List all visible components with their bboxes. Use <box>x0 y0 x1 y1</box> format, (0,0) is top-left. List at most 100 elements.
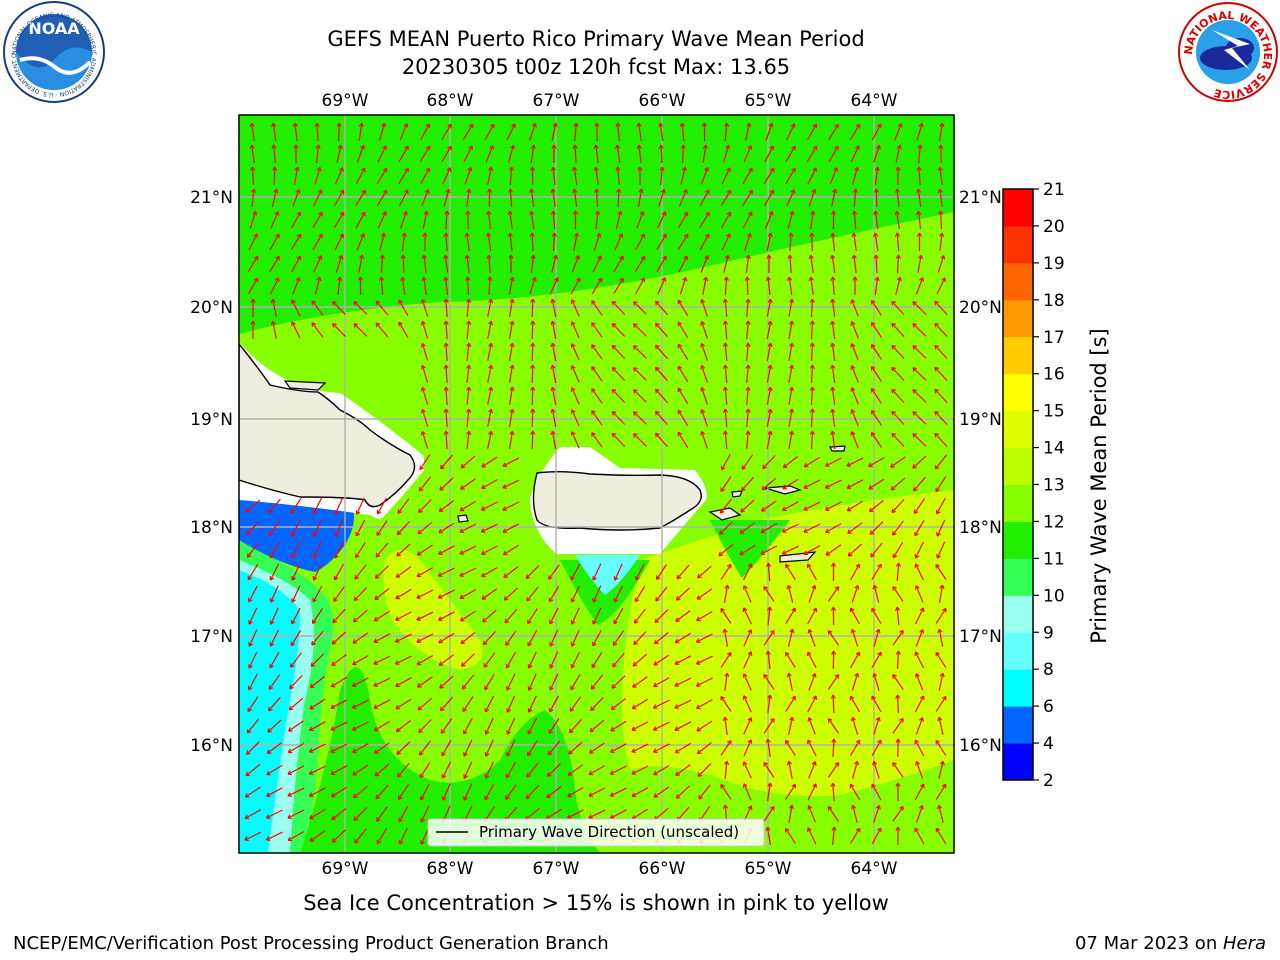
wave-arrow-head <box>291 321 296 326</box>
wave-arrow-head <box>722 364 728 369</box>
wave-arrow <box>675 610 691 622</box>
wave-arrow <box>631 765 649 775</box>
wave-arrow <box>894 123 902 141</box>
wave-arrow <box>653 786 670 798</box>
wave-arrow-head <box>892 531 897 536</box>
wave-arrow-head <box>382 189 388 195</box>
wave-arrow <box>918 166 921 186</box>
wave-arrow <box>935 564 947 580</box>
wave-arrow <box>291 321 301 339</box>
wave-arrow-head <box>934 300 939 306</box>
wave-arrow-head <box>311 322 317 327</box>
colorbar-tick-label: 13 <box>1043 476 1065 496</box>
wave-arrow-head <box>611 388 617 394</box>
wave-arrow-head <box>914 739 920 745</box>
wave-arrow <box>853 210 857 230</box>
wave-arrow-head <box>505 773 511 779</box>
wave-arrow-head <box>785 827 790 833</box>
wave-arrow <box>935 696 947 712</box>
wave-arrow <box>310 653 325 667</box>
wave-arrow <box>788 298 793 318</box>
wave-arrow-head <box>416 638 422 643</box>
wave-arrow <box>442 167 451 185</box>
wave-arrow-head <box>611 684 617 689</box>
wave-arrow-head <box>570 575 575 581</box>
wave-arrow <box>546 808 562 820</box>
wave-arrow <box>331 786 347 798</box>
wave-arrow <box>352 654 369 666</box>
colorbar-swatch <box>1003 447 1033 485</box>
wave-arrow-head <box>812 783 817 788</box>
wave-arrow-head <box>467 167 473 172</box>
wave-arrow <box>290 498 302 514</box>
wave-arrow-head <box>529 210 535 216</box>
wave-arrow <box>395 588 412 600</box>
wave-arrow-head <box>249 122 255 127</box>
wave-arrow-head <box>459 506 465 512</box>
wave-arrow <box>721 167 731 185</box>
wave-arrow <box>610 720 627 732</box>
wave-arrow <box>251 189 255 207</box>
wave-arrow-head <box>760 528 766 534</box>
wave-arrow-head <box>550 430 556 436</box>
wave-arrow <box>502 523 520 533</box>
wave-arrow-head <box>876 123 882 129</box>
wave-arrow-head <box>942 607 947 613</box>
wave-arrow <box>656 255 667 273</box>
wave-arrow-head <box>917 144 923 149</box>
wave-arrow-head <box>803 528 808 533</box>
wave-arrow-head <box>317 255 323 260</box>
wave-arrow-head <box>439 684 444 689</box>
wave-arrow-head <box>765 738 771 744</box>
wave-arrow <box>937 255 945 273</box>
wave-arrow <box>654 631 669 645</box>
wave-arrow-head <box>809 298 815 303</box>
wave-arrow <box>785 652 796 668</box>
wave-arrow <box>291 541 301 559</box>
wave-arrow-head <box>610 748 615 754</box>
wave-arrow <box>808 761 816 779</box>
wave-arrow <box>417 544 433 556</box>
wave-arrow <box>570 277 581 295</box>
wave-arrow <box>723 585 729 603</box>
wave-arrow-head <box>674 748 680 754</box>
wave-arrow-head <box>468 123 474 129</box>
wave-arrow <box>851 299 859 317</box>
wave-arrow-head <box>397 509 403 514</box>
colorbar-tick-label: 19 <box>1043 254 1065 274</box>
wave-arrow-head <box>873 254 879 259</box>
wave-arrow-head <box>355 531 361 537</box>
wave-arrow <box>483 652 496 668</box>
wave-arrow-head <box>631 726 637 731</box>
wave-arrow-head <box>420 818 425 823</box>
wave-arrow <box>698 784 711 800</box>
wave-arrow-head <box>896 144 902 150</box>
wave-arrow-head <box>855 145 860 150</box>
wave-arrow <box>441 761 452 779</box>
wave-arrow-head <box>914 651 920 657</box>
wave-arrow-head <box>807 651 812 657</box>
wave-arrow <box>896 606 900 626</box>
wave-arrow-head <box>588 749 594 754</box>
wave-arrow <box>761 477 777 491</box>
wave-arrow <box>290 233 302 251</box>
wave-arrow <box>333 586 345 602</box>
wave-arrow <box>827 630 840 646</box>
wave-arrow-head <box>767 298 773 304</box>
wave-arrow <box>810 320 814 340</box>
wave-arrow-head <box>871 783 876 789</box>
wave-arrow <box>589 719 605 733</box>
wave-arrow-head <box>375 322 381 328</box>
wave-arrow-head <box>696 595 702 600</box>
wave-arrow <box>355 542 366 558</box>
wave-arrow <box>871 344 882 360</box>
wave-arrow <box>783 456 798 468</box>
wave-arrow <box>418 719 432 733</box>
colorbar-tick-label: 21 <box>1043 180 1065 200</box>
wave-arrow <box>291 607 301 625</box>
wave-arrow <box>246 741 260 755</box>
wave-arrow <box>463 783 473 801</box>
wave-arrow-head <box>830 210 837 215</box>
wave-arrow-head <box>330 770 336 776</box>
wave-arrow <box>244 831 262 841</box>
